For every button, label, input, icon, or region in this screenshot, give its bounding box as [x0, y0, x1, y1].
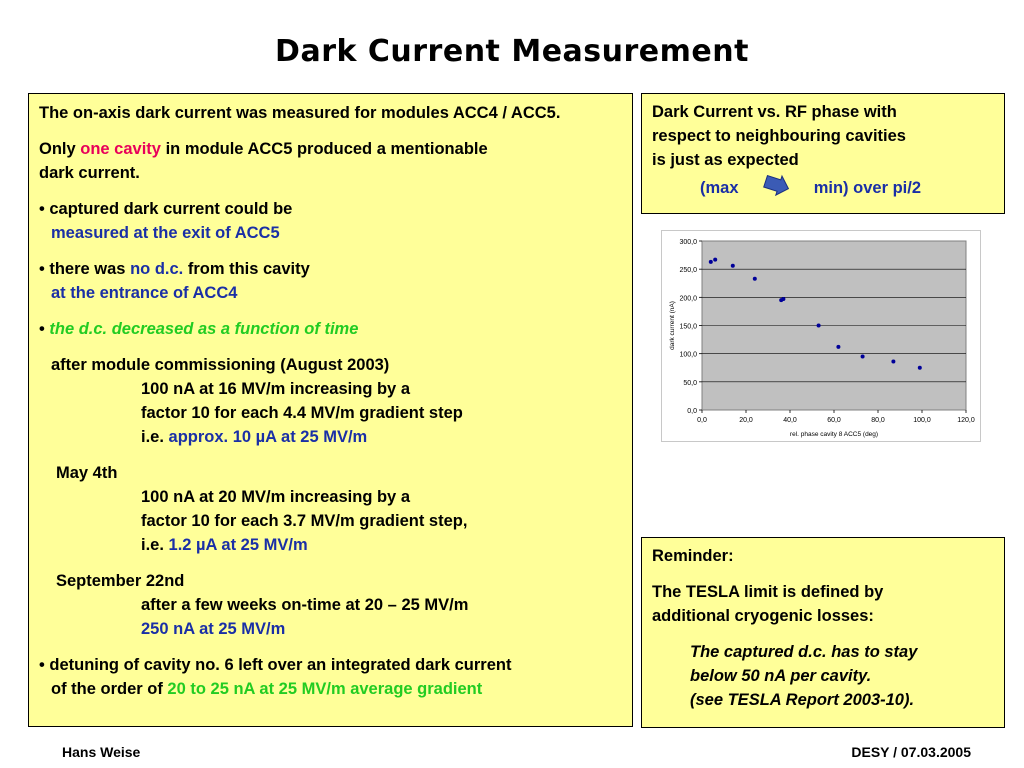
data-point — [891, 359, 896, 364]
text-fragment: Only — [39, 140, 81, 158]
august-value: approx. 10 µA at 25 MV/m — [168, 428, 368, 446]
detuning-value: 20 to 25 nA at 25 MV/m average gradient — [167, 680, 483, 698]
august-line-2: factor 10 for each 4.4 MV/m gradient ste… — [141, 404, 463, 422]
data-point — [816, 323, 821, 328]
data-point — [730, 263, 735, 268]
x-tick-label: 60,0 — [827, 417, 841, 424]
phase-note-line-3: is just as expected — [652, 151, 799, 169]
phase-note-box: Dark Current vs. RF phase with respect t… — [641, 93, 1005, 214]
bullet-decreased: • the d.c. decreased as a function of ti… — [39, 317, 622, 341]
reminder-heading: Reminder: — [652, 547, 734, 565]
text-fragment: of the order of — [51, 680, 168, 698]
august-line-1: 100 nA at 16 MV/m increasing by a — [141, 380, 410, 398]
y-tick-label: 0,0 — [687, 408, 697, 415]
right-arrow-icon — [763, 174, 791, 203]
phase-note-line-2: respect to neighbouring cavities — [652, 127, 906, 145]
bullet-no-dc: • there was no d.c. from this cavity — [39, 257, 622, 281]
reminder-quote-3: (see TESLA Report 2003-10). — [690, 691, 915, 709]
x-tick-label: 0,0 — [697, 417, 707, 424]
footer-org-date: DESY / 07.03.2005 — [851, 744, 971, 760]
text-fragment: in module ACC5 produced a mentionable — [160, 140, 488, 158]
section-may: May 4th — [56, 464, 118, 482]
may-line-1: 100 nA at 20 MV/m increasing by a — [141, 488, 410, 506]
bullet-captured: • captured dark current could be — [39, 200, 293, 218]
text-fragment: • there was — [39, 260, 131, 278]
data-point — [713, 257, 718, 262]
may-line-3: i.e. 1.2 µA at 25 MV/m — [39, 533, 622, 557]
x-axis-label: rel. phase cavity 8 ACC5 (deg) — [790, 431, 878, 438]
bullet-detuning: • detuning of cavity no. 6 left over an … — [39, 656, 512, 674]
x-tick-label: 20,0 — [739, 417, 753, 424]
text-fragment: from this cavity — [183, 260, 310, 278]
text-fragment: i.e. — [141, 536, 169, 554]
data-point — [836, 344, 841, 349]
decreased-highlight: the d.c. decreased as a function of time — [49, 320, 359, 338]
data-point — [917, 365, 922, 370]
bullet-mark: • — [39, 320, 50, 338]
x-tick-label: 40,0 — [783, 417, 797, 424]
y-tick-label: 50,0 — [683, 380, 697, 387]
page-title: Dark Current Measurement — [275, 34, 749, 69]
y-tick-label: 100,0 — [679, 352, 697, 359]
data-point — [708, 259, 713, 264]
x-tick-label: 80,0 — [871, 417, 885, 424]
phase-note-line-1: Dark Current vs. RF phase with — [652, 103, 897, 121]
bullet-no-dc-detail: at the entrance of ACC4 — [51, 284, 238, 302]
reminder-box: Reminder: The TESLA limit is defined by … — [641, 537, 1005, 728]
may-value: 1.2 µA at 25 MV/m — [168, 536, 308, 554]
august-line-3: i.e. approx. 10 µA at 25 MV/m — [39, 425, 622, 449]
no-dc-highlight: no d.c. — [130, 260, 184, 278]
dark-current-line: dark current. — [39, 164, 140, 182]
reminder-line-1: The TESLA limit is defined by — [652, 583, 884, 601]
data-point — [860, 354, 865, 359]
y-tick-label: 300,0 — [679, 239, 697, 246]
chart-svg: 0,0 50,0 100,0 150,0 200,0 250,0 300,0 0,0 20,0 4… — [669, 239, 975, 438]
reminder-quote-1: The captured d.c. has to stay — [690, 643, 918, 661]
september-value: 250 nA at 25 MV/m — [141, 620, 286, 638]
section-august: after module commissioning (August 2003) — [51, 356, 390, 374]
main-content-box: The on-axis dark current was measured fo… — [28, 93, 633, 727]
max-label: (max — [700, 178, 739, 197]
x-tick-label: 120,0 — [957, 417, 975, 424]
section-september: September 22nd — [56, 572, 185, 590]
max-min-line: (max min) over pi/2 — [652, 174, 994, 203]
reminder-line-2: additional cryogenic losses: — [652, 607, 874, 625]
min-label: min) over pi/2 — [813, 178, 921, 197]
y-tick-label: 200,0 — [679, 295, 697, 302]
data-point — [752, 276, 757, 281]
text-fragment: i.e. — [141, 428, 169, 446]
bullet-captured-detail: measured at the exit of ACC5 — [51, 224, 280, 242]
y-tick-label: 150,0 — [679, 324, 697, 331]
detuning-line-2: of the order of 20 to 25 nA at 25 MV/m a… — [39, 677, 622, 701]
one-cavity-highlight: one cavity — [80, 140, 161, 158]
y-tick-label: 250,0 — [679, 267, 697, 274]
x-tick-label: 100,0 — [913, 417, 931, 424]
footer-author: Hans Weise — [62, 744, 141, 760]
reminder-quote-2: below 50 nA per cavity. — [690, 667, 872, 685]
dark-current-chart: 0,0 50,0 100,0 150,0 200,0 250,0 300,0 0,0 20,0 4… — [661, 230, 981, 442]
intro-text: The on-axis dark current was measured fo… — [39, 104, 561, 122]
may-line-2: factor 10 for each 3.7 MV/m gradient ste… — [141, 512, 468, 530]
september-line-1: after a few weeks on-time at 20 – 25 MV/… — [141, 596, 469, 614]
y-axis-label: dark current (nA) — [669, 301, 676, 350]
one-cavity-line: Only one cavity in module ACC5 produced … — [39, 137, 622, 161]
data-point — [781, 297, 786, 302]
